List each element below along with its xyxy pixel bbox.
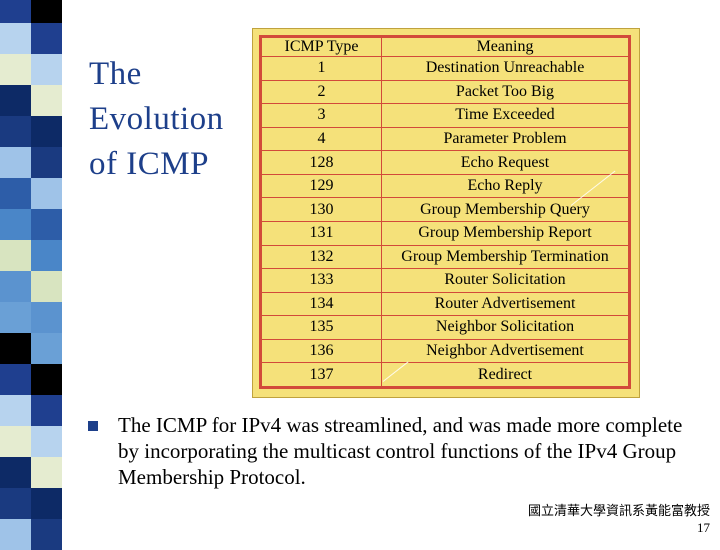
strip-tile (31, 0, 62, 23)
strip-tile (0, 519, 31, 550)
cell-meaning: Echo Request (381, 150, 629, 175)
strip-tile (31, 147, 62, 178)
table-row: 137 Redirect (261, 362, 629, 387)
strip-tile (31, 240, 62, 271)
strip-tile (0, 457, 31, 488)
table-row: 135 Neighbor Solicitation (261, 315, 629, 340)
title-line: Evolution (89, 101, 224, 137)
strip-tile (0, 395, 31, 426)
column-header-icmp-type: ICMP Type (261, 37, 382, 57)
cell-meaning: Packet Too Big (381, 79, 629, 105)
column-header-meaning: Meaning (381, 37, 629, 57)
table-row: 128 Echo Request (261, 150, 629, 175)
table-body: 1 Destination Unreachable 2 Packet Too Big 3… (261, 56, 629, 387)
table-row: 131 Group Membership Report (261, 220, 629, 246)
cell-meaning: Neighbor Solicitation (381, 315, 629, 340)
cell-icmp-type: 4 (261, 126, 382, 152)
icmp-type-table: ICMP Type Meaning 1 Destination Unreachab… (261, 37, 629, 387)
cell-icmp-type: 133 (261, 268, 382, 293)
strip-tile (0, 178, 31, 209)
strip-tile (31, 364, 62, 395)
strip-tile (0, 0, 31, 23)
cell-icmp-type: 2 (261, 79, 382, 105)
slide-footer: 國立清華大學資訊系黃能富教授 17 (528, 504, 710, 536)
strip-tile (31, 333, 62, 364)
cell-icmp-type: 129 (261, 173, 382, 199)
strip-tile (0, 426, 31, 457)
table-row: 3 Time Exceeded (261, 103, 629, 128)
table-header-row: ICMP Type Meaning (261, 37, 629, 57)
cell-meaning: Router Solicitation (381, 268, 629, 293)
strip-tile (31, 209, 62, 240)
table-row: 130 Group Membership Query (261, 197, 629, 222)
table-row: 134 Router Advertisement (261, 291, 629, 317)
cell-meaning: Group Membership Termination (381, 244, 629, 270)
cell-meaning: Router Advertisement (381, 291, 629, 317)
cell-icmp-type: 128 (261, 150, 382, 175)
strip-tile (31, 178, 62, 209)
page-number: 17 (697, 520, 710, 535)
cell-meaning: Time Exceeded (381, 103, 629, 128)
cell-icmp-type: 3 (261, 103, 382, 128)
cell-meaning: Destination Unreachable (381, 56, 629, 81)
strip-tile (0, 54, 31, 85)
cell-meaning: Group Membership Query (381, 197, 629, 222)
title-line: of ICMP (89, 146, 209, 182)
strip-tile (0, 240, 31, 271)
cell-meaning: Parameter Problem (381, 126, 629, 152)
strip-tile (31, 271, 62, 302)
strip-tile (31, 457, 62, 488)
table-row: 133 Router Solicitation (261, 268, 629, 293)
table-row: 1 Destination Unreachable (261, 56, 629, 81)
cell-icmp-type: 135 (261, 315, 382, 340)
strip-tile (0, 85, 31, 116)
cell-icmp-type: 130 (261, 197, 382, 222)
table-row: 136 Neighbor Advertisement (261, 338, 629, 364)
title-line: The (89, 56, 142, 92)
strip-tile (31, 426, 62, 457)
cell-icmp-type: 136 (261, 338, 382, 364)
footer-author: 國立清華大學資訊系黃能富教授 (527, 504, 710, 519)
strip-tile (31, 519, 62, 550)
strip-tile (31, 23, 62, 54)
cell-icmp-type: 131 (261, 220, 382, 246)
strip-tile (31, 54, 62, 85)
strip-tile (31, 116, 62, 147)
strip-tile (0, 333, 31, 364)
strip-tile (31, 395, 62, 426)
table-row: 132 Group Membership Termination (261, 244, 629, 270)
strip-tile (0, 302, 31, 333)
table-row: 2 Packet Too Big (261, 79, 629, 105)
strip-tile (0, 209, 31, 240)
strip-tile (31, 302, 62, 333)
cell-meaning: Group Membership Report (381, 220, 629, 246)
strip-tile (0, 23, 31, 54)
strip-tile (0, 147, 31, 178)
strip-tile (31, 488, 62, 519)
cell-icmp-type: 134 (261, 291, 382, 317)
strip-tile (31, 85, 62, 116)
decorative-side-strip (0, 0, 62, 550)
strip-tile (0, 488, 31, 519)
table-row: 4 Parameter Problem (261, 126, 629, 152)
table-row: 129 Echo Reply (261, 173, 629, 199)
bullet-text: The ICMP for IPv4 was streamlined, and w… (118, 413, 683, 489)
cell-meaning: Redirect (381, 362, 629, 387)
cell-icmp-type: 137 (261, 362, 382, 387)
square-bullet-icon (88, 421, 98, 431)
cell-icmp-type: 132 (261, 244, 382, 270)
strip-tile (0, 364, 31, 395)
icmp-table-border: ICMP Type Meaning 1 Destination Unreachab… (259, 35, 631, 389)
cell-icmp-type: 1 (261, 56, 382, 81)
cell-meaning: Echo Reply (381, 173, 629, 199)
slide-title: The Evolution of ICMP (89, 52, 249, 187)
cell-meaning: Neighbor Advertisement (381, 338, 629, 364)
icmp-table-image: ICMP Type Meaning 1 Destination Unreachab… (252, 28, 640, 398)
strip-tile (0, 116, 31, 147)
strip-tile (0, 271, 31, 302)
